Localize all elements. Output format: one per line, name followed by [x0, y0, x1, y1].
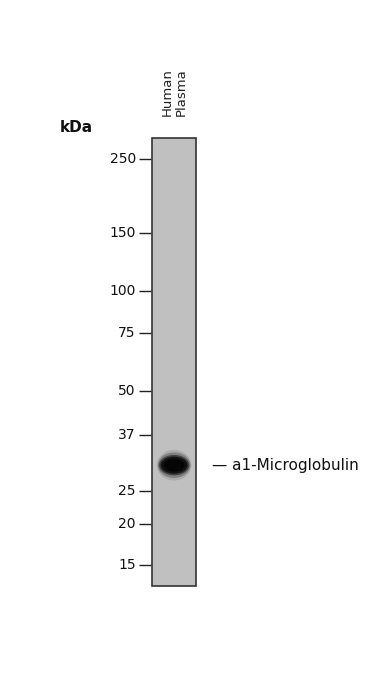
Ellipse shape: [158, 452, 190, 478]
Text: 100: 100: [109, 284, 136, 299]
Ellipse shape: [161, 457, 188, 474]
Text: 37: 37: [118, 428, 136, 442]
Text: Human: Human: [160, 68, 173, 116]
Text: 150: 150: [109, 226, 136, 240]
Text: 250: 250: [109, 152, 136, 166]
Text: 15: 15: [118, 558, 136, 572]
Text: kDa: kDa: [59, 120, 92, 134]
Text: 50: 50: [118, 384, 136, 399]
Text: 25: 25: [118, 484, 136, 499]
Ellipse shape: [164, 459, 184, 471]
Ellipse shape: [157, 450, 192, 480]
Bar: [152, 138, 196, 586]
Text: 20: 20: [118, 516, 136, 531]
Text: — a1-Microglobulin: — a1-Microglobulin: [212, 458, 359, 473]
Ellipse shape: [159, 455, 189, 475]
Text: 75: 75: [118, 326, 136, 340]
Text: Plasma: Plasma: [175, 68, 188, 116]
